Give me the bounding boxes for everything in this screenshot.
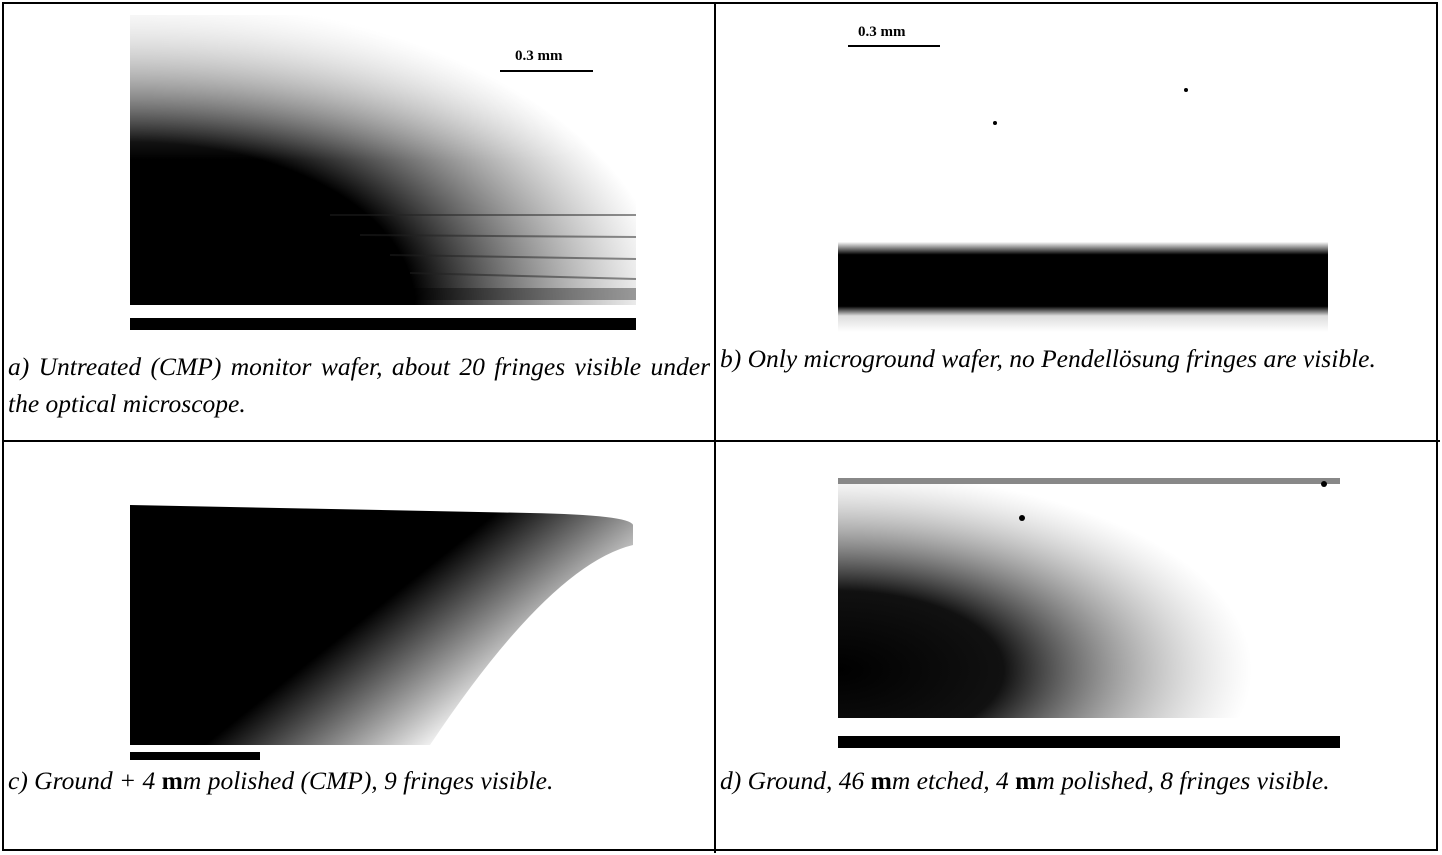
topograph-a <box>130 15 636 333</box>
caption-symbol: m <box>1015 766 1037 795</box>
caption-text: m etched, 4 <box>891 766 1016 795</box>
scale-label: 0.3 mm <box>515 48 563 64</box>
caption-text: a) Untreated (CMP) monitor wafer, about … <box>8 352 710 418</box>
caption-text: d) Ground, 46 <box>720 766 871 795</box>
caption: a) Untreated (CMP) monitor wafer, about … <box>8 348 710 422</box>
caption-text: m polished (CMP), 9 fringes visible. <box>182 766 554 795</box>
topograph-c <box>130 505 633 763</box>
caption: b) Only microground wafer, no Pendellösu… <box>720 340 1430 377</box>
topograph-b <box>838 10 1328 332</box>
scale-bar <box>500 70 593 72</box>
caption-text: m polished, 8 fringes visible. <box>1036 766 1330 795</box>
caption-symbol: m <box>161 766 183 795</box>
caption-symbol: m <box>870 766 892 795</box>
caption-text: b) Only microground wafer, no Pendellösu… <box>720 344 1376 373</box>
topograph-d <box>838 478 1340 752</box>
caption-text: c) Ground + 4 <box>8 766 162 795</box>
scale-bar <box>848 45 940 47</box>
divider <box>714 2 716 853</box>
caption: d) Ground, 46 mm etched, 4 mm polished, … <box>720 762 1430 799</box>
divider <box>2 440 1440 442</box>
caption: c) Ground + 4 mm polished (CMP), 9 fring… <box>8 762 710 799</box>
scale-label: 0.3 mm <box>858 24 906 40</box>
